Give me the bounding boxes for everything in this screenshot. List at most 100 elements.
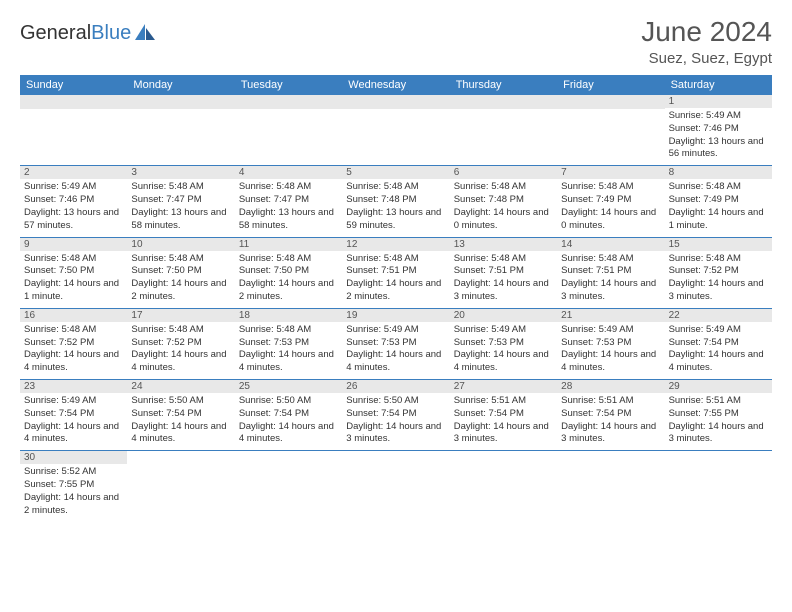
daylight: Daylight: 14 hours and 3 minutes. [669, 278, 768, 304]
day-cell: 12Sunrise: 5:48 AMSunset: 7:51 PMDayligh… [342, 238, 449, 308]
sunset: Sunset: 7:54 PM [669, 337, 768, 350]
day-info: Sunrise: 5:48 AMSunset: 7:51 PMDaylight:… [454, 253, 553, 304]
sunset: Sunset: 7:50 PM [131, 265, 230, 278]
day-cell: 11Sunrise: 5:48 AMSunset: 7:50 PMDayligh… [235, 238, 342, 308]
sunrise: Sunrise: 5:49 AM [669, 110, 768, 123]
sunset: Sunset: 7:53 PM [346, 337, 445, 350]
daylight: Daylight: 14 hours and 4 minutes. [24, 421, 123, 447]
day-cell: 16 Sunrise: 5:48 AMSunset: 7:52 PMDayligh… [20, 309, 127, 379]
day-number [127, 451, 234, 465]
day-cell: 15 Sunrise: 5:48 AMSunset: 7:52 PMDayligh… [665, 238, 772, 308]
day-number [342, 95, 449, 109]
daylight: Daylight: 14 hours and 4 minutes. [239, 421, 338, 447]
week-row: 9Sunrise: 5:48 AMSunset: 7:50 PMDaylight… [20, 238, 772, 309]
day-number: 3 [127, 166, 234, 179]
day-number: 11 [235, 238, 342, 251]
day-number [665, 451, 772, 465]
sunset: Sunset: 7:54 PM [239, 408, 338, 421]
day-cell: 23Sunrise: 5:49 AMSunset: 7:54 PMDayligh… [20, 380, 127, 450]
day-number: 2 [20, 166, 127, 179]
day-number [342, 451, 449, 465]
logo-text-2: Blue [91, 22, 131, 45]
day-cell: 26Sunrise: 5:50 AMSunset: 7:54 PMDayligh… [342, 380, 449, 450]
day-number: 21 [557, 309, 664, 322]
day-number: 20 [450, 309, 557, 322]
day-number: 17 [127, 309, 234, 322]
sunrise: Sunrise: 5:48 AM [346, 181, 445, 194]
sunset: Sunset: 7:51 PM [346, 265, 445, 278]
sunrise: Sunrise: 5:48 AM [24, 253, 123, 266]
day-info: Sunrise: 5:48 AMSunset: 7:50 PMDaylight:… [131, 253, 230, 304]
day-info: Sunrise: 5:48 AMSunset: 7:48 PMDaylight:… [454, 181, 553, 232]
day-cell [235, 95, 342, 165]
day-cell: 22Sunrise: 5:49 AMSunset: 7:54 PMDayligh… [665, 309, 772, 379]
sunrise: Sunrise: 5:50 AM [346, 395, 445, 408]
day-info: Sunrise: 5:48 AMSunset: 7:52 PMDaylight:… [131, 324, 230, 375]
daylight: Daylight: 13 hours and 57 minutes. [24, 207, 123, 233]
logo: GeneralBlue [20, 16, 156, 45]
day-info: Sunrise: 5:48 AMSunset: 7:52 PMDaylight:… [669, 253, 768, 304]
week-row: 16Sunrise: 5:48 AMSunset: 7:52 PMDayligh… [20, 309, 772, 380]
sunset: Sunset: 7:52 PM [669, 265, 768, 278]
daylight: Daylight: 14 hours and 3 minutes. [561, 278, 660, 304]
dow-cell: Tuesday [235, 75, 342, 95]
sunrise: Sunrise: 5:50 AM [131, 395, 230, 408]
sunset: Sunset: 7:53 PM [239, 337, 338, 350]
sunset: Sunset: 7:53 PM [454, 337, 553, 350]
sunset: Sunset: 7:53 PM [561, 337, 660, 350]
sunrise: Sunrise: 5:48 AM [669, 181, 768, 194]
sunrise: Sunrise: 5:48 AM [131, 253, 230, 266]
day-cell: 18Sunrise: 5:48 AMSunset: 7:53 PMDayligh… [235, 309, 342, 379]
daylight: Daylight: 13 hours and 58 minutes. [131, 207, 230, 233]
week-row: 30Sunrise: 5:52 AMSunset: 7:55 PMDayligh… [20, 451, 772, 521]
daylight: Daylight: 13 hours and 58 minutes. [239, 207, 338, 233]
day-number: 8 [665, 166, 772, 179]
sunset: Sunset: 7:52 PM [24, 337, 123, 350]
day-number: 16 [20, 309, 127, 322]
sunrise: Sunrise: 5:48 AM [131, 324, 230, 337]
daylight: Daylight: 14 hours and 2 minutes. [346, 278, 445, 304]
sunset: Sunset: 7:51 PM [561, 265, 660, 278]
day-number: 24 [127, 380, 234, 393]
day-info: Sunrise: 5:48 AMSunset: 7:49 PMDaylight:… [669, 181, 768, 232]
sunset: Sunset: 7:55 PM [24, 479, 123, 492]
sunrise: Sunrise: 5:48 AM [24, 324, 123, 337]
daylight: Daylight: 14 hours and 4 minutes. [131, 421, 230, 447]
day-cell: 27Sunrise: 5:51 AMSunset: 7:54 PMDayligh… [450, 380, 557, 450]
location: Suez, Suez, Egypt [641, 50, 772, 67]
day-number [235, 95, 342, 109]
day-number: 27 [450, 380, 557, 393]
day-number: 15 [665, 238, 772, 251]
day-cell: 6 Sunrise: 5:48 AMSunset: 7:48 PMDaylight… [450, 166, 557, 236]
sunrise: Sunrise: 5:51 AM [669, 395, 768, 408]
day-number [127, 95, 234, 109]
day-number: 28 [557, 380, 664, 393]
day-cell: 28 Sunrise: 5:51 AMSunset: 7:54 PMDayligh… [557, 380, 664, 450]
day-cell: 8 Sunrise: 5:48 AMSunset: 7:49 PMDaylight… [665, 166, 772, 236]
day-info: Sunrise: 5:48 AMSunset: 7:51 PMDaylight:… [346, 253, 445, 304]
day-cell: 29Sunrise: 5:51 AMSunset: 7:55 PMDayligh… [665, 380, 772, 450]
day-cell: 17 Sunrise: 5:48 AMSunset: 7:52 PMDayligh… [127, 309, 234, 379]
day-info: Sunrise: 5:48 AMSunset: 7:52 PMDaylight:… [24, 324, 123, 375]
day-cell [342, 451, 449, 521]
day-info: Sunrise: 5:49 AMSunset: 7:54 PMDaylight:… [669, 324, 768, 375]
month-title: June 2024 [641, 16, 772, 48]
daylight: Daylight: 14 hours and 3 minutes. [669, 421, 768, 447]
day-cell: 25Sunrise: 5:50 AMSunset: 7:54 PMDayligh… [235, 380, 342, 450]
day-number: 6 [450, 166, 557, 179]
daylight: Daylight: 14 hours and 1 minute. [24, 278, 123, 304]
logo-sail-icon [134, 23, 156, 41]
sunrise: Sunrise: 5:48 AM [454, 181, 553, 194]
day-number [557, 451, 664, 465]
sunset: Sunset: 7:50 PM [239, 265, 338, 278]
daylight: Daylight: 13 hours and 59 minutes. [346, 207, 445, 233]
daylight: Daylight: 14 hours and 4 minutes. [239, 349, 338, 375]
day-number [235, 451, 342, 465]
sunrise: Sunrise: 5:49 AM [346, 324, 445, 337]
day-cell: 10Sunrise: 5:48 AMSunset: 7:50 PMDayligh… [127, 238, 234, 308]
sunset: Sunset: 7:49 PM [561, 194, 660, 207]
day-info: Sunrise: 5:51 AMSunset: 7:54 PMDaylight:… [561, 395, 660, 446]
title-block: June 2024 Suez, Suez, Egypt [641, 16, 772, 67]
sunrise: Sunrise: 5:51 AM [561, 395, 660, 408]
day-info: Sunrise: 5:52 AMSunset: 7:55 PMDaylight:… [24, 466, 123, 517]
